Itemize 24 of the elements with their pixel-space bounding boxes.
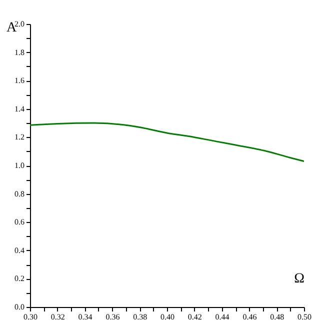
y-tick-label: 0.6 [14, 218, 24, 227]
x-tick-label: 0.44 [215, 312, 230, 322]
y-tick-label: 0.2 [14, 274, 24, 284]
x-tick-label: 0.38 [133, 312, 148, 322]
y-tick-label: 0.8 [14, 189, 24, 198]
line-series [30, 122, 304, 162]
x-tick-label: 0.34 [78, 312, 92, 322]
y-tick-label: 1.6 [14, 76, 24, 86]
x-tick-label: 0.32 [50, 312, 65, 322]
x-tick-label: 0.46 [242, 312, 257, 322]
x-tick-label: 0.30 [24, 312, 38, 322]
y-tick-label: 0.0 [14, 302, 24, 312]
x-tick-label: 0.42 [188, 312, 202, 322]
x-tick-label: 0.40 [160, 312, 174, 322]
y-tick-label: 1.2 [14, 132, 24, 142]
y-tick-label: 2.0 [14, 20, 24, 28]
x-tick-label: 0.36 [106, 312, 120, 322]
y-tick-label: 1.4 [14, 104, 24, 114]
x-axis-title: Ω [294, 272, 304, 286]
y-tick-label: 0.4 [14, 246, 24, 255]
y-tick-label: 1.8 [14, 48, 24, 57]
x-tick-label: 0.50 [298, 312, 312, 322]
y-tick-label: 1.0 [14, 161, 24, 170]
x-tick-label: 0.48 [270, 312, 284, 322]
